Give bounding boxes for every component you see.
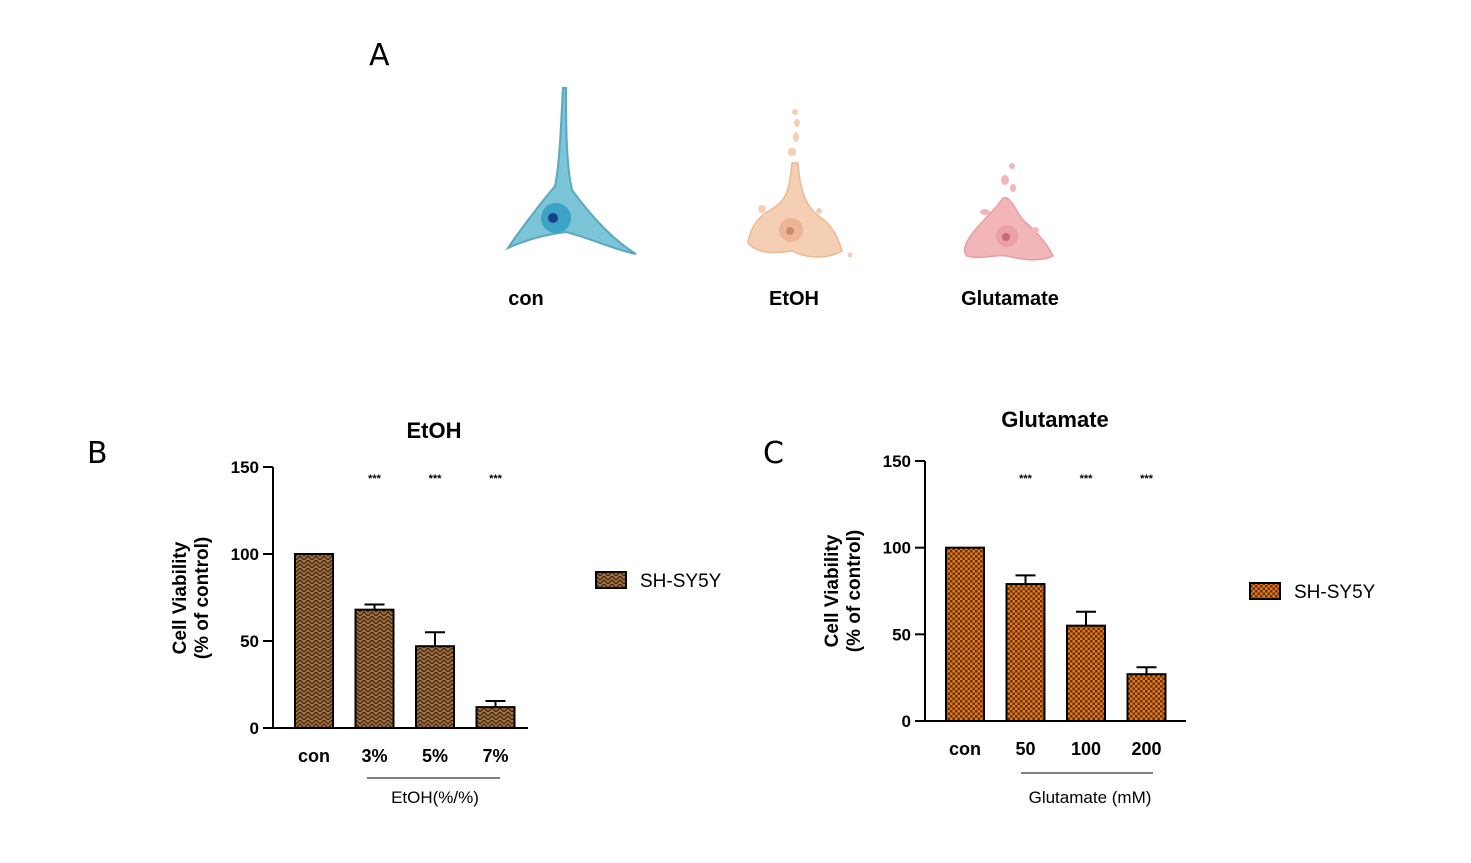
bar-etoh-0 bbox=[294, 553, 334, 729]
legend-swatch-etoh bbox=[595, 571, 627, 589]
y-tick-label-glutamate-150: 150 bbox=[883, 452, 911, 471]
x-axis-label-glutamate: Glutamate (mM) bbox=[1029, 788, 1152, 807]
y-tick-label-etoh-50: 50 bbox=[240, 632, 259, 651]
legend-label-glutamate: SH-SY5Y bbox=[1294, 582, 1376, 603]
cell-label-etoh: EtOH bbox=[769, 288, 819, 310]
y-tick-label-glutamate-0: 0 bbox=[902, 712, 911, 731]
x-tick-label-glutamate-0: con bbox=[949, 739, 981, 759]
x-tick-label-etoh-1: 3% bbox=[361, 746, 387, 766]
cell-label-glutamate: Glutamate bbox=[961, 288, 1059, 310]
y-tick-label-etoh-100: 100 bbox=[231, 545, 259, 564]
x-tick-label-etoh-0: con bbox=[298, 746, 330, 766]
x-tick-label-glutamate-1: 50 bbox=[1015, 739, 1035, 759]
legend-swatch-glutamate bbox=[1249, 582, 1281, 600]
bar-glutamate-3 bbox=[1126, 673, 1167, 723]
chart-title-glutamate: Glutamate bbox=[1001, 407, 1109, 432]
bar-etoh-1 bbox=[354, 608, 395, 729]
y-tick-label-glutamate-50: 50 bbox=[892, 625, 911, 644]
bar-glutamate-1 bbox=[1005, 583, 1046, 722]
y-axis-label-glutamate: Cell Viability(% of control) bbox=[822, 530, 865, 652]
x-tick-label-etoh-2: 5% bbox=[422, 746, 448, 766]
significance-label-glutamate-3: *** bbox=[1140, 473, 1154, 485]
significance-label-etoh-3: *** bbox=[489, 473, 503, 485]
y-axis-label-line: (% of control) bbox=[192, 537, 213, 659]
y-axis-label-line: (% of control) bbox=[844, 530, 865, 652]
cell-label-con: con bbox=[508, 288, 544, 310]
chart-title-etoh: EtOH bbox=[407, 418, 462, 443]
degraded-neuron-icon bbox=[963, 163, 1055, 261]
panel-label-b: B bbox=[87, 436, 108, 471]
significance-label-etoh-1: *** bbox=[368, 473, 382, 485]
y-tick-label-glutamate-100: 100 bbox=[883, 539, 911, 558]
panel-label-c: C bbox=[763, 436, 784, 471]
x-tick-label-glutamate-2: 100 bbox=[1071, 739, 1101, 759]
y-axis-label-etoh: Cell Viability(% of control) bbox=[170, 537, 213, 659]
x-axis-label-etoh: EtOH(%/%) bbox=[391, 788, 479, 807]
x-tick-label-glutamate-3: 200 bbox=[1131, 739, 1161, 759]
x-tick-label-etoh-3: 7% bbox=[482, 746, 508, 766]
panel-label-a: A bbox=[369, 38, 390, 73]
legend-label-etoh: SH-SY5Y bbox=[640, 571, 722, 592]
y-axis-label-line: Cell Viability bbox=[822, 534, 843, 647]
y-tick-label-etoh-0: 0 bbox=[250, 719, 259, 738]
significance-label-glutamate-2: *** bbox=[1080, 473, 1094, 485]
damaged-neuron-icon bbox=[747, 109, 853, 258]
significance-label-etoh-2: *** bbox=[429, 473, 443, 485]
y-tick-label-etoh-150: 150 bbox=[231, 458, 259, 477]
bar-etoh-3 bbox=[475, 706, 516, 729]
y-axis-label-line: Cell Viability bbox=[170, 541, 191, 654]
bar-glutamate-0 bbox=[945, 546, 985, 723]
bar-etoh-2 bbox=[415, 645, 455, 729]
healthy-neuron-icon bbox=[505, 87, 637, 255]
bar-glutamate-2 bbox=[1066, 624, 1106, 723]
significance-label-glutamate-1: *** bbox=[1019, 473, 1033, 485]
